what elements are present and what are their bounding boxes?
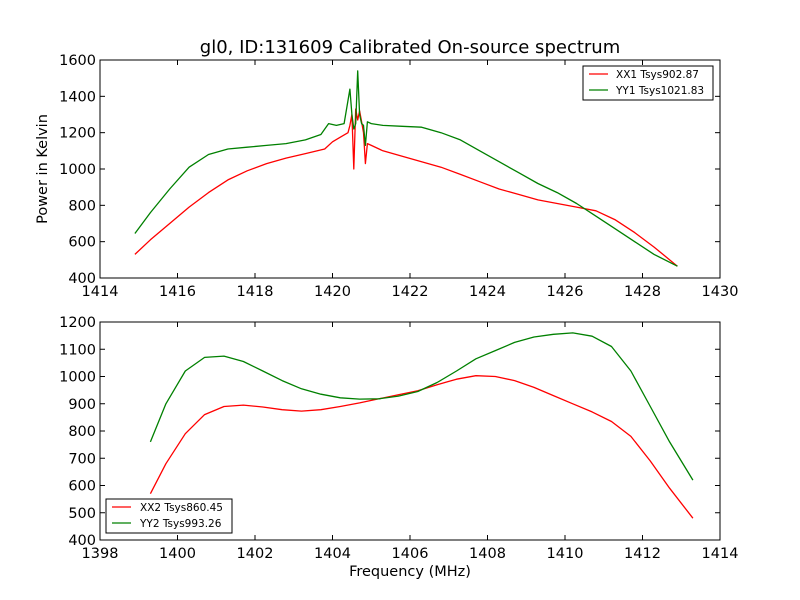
x-tick-label: 1428	[624, 284, 661, 300]
bottom-chart: 1398 1400 1402 1404 1406 1408 1410 1412 1414 400 5…	[59, 315, 738, 580]
y-tick-label: 1000	[59, 370, 96, 386]
y-tick-label: 1400	[59, 89, 96, 105]
series-line-1-1	[149, 332, 694, 481]
y-tick-label: 800	[68, 198, 96, 214]
series-line-1-0	[149, 375, 694, 519]
x-tick-label: 1418	[237, 284, 274, 300]
y-tick-label: 600	[68, 235, 96, 251]
bottom-chart-xlabel: Frequency (MHz)	[349, 564, 471, 580]
x-tick-label: 1422	[392, 284, 429, 300]
y-tick-label: 1600	[59, 53, 96, 69]
x-tick-label: 1430	[702, 284, 739, 300]
x-tick-label: 1424	[469, 284, 506, 300]
x-tick-label: 1414	[82, 284, 119, 300]
bottom-chart-ticks: 1398 1400 1402 1404 1406 1408 1410 1412 1414 400 5…	[59, 315, 738, 562]
x-tick-label: 1408	[469, 546, 506, 562]
legend-label-yy2: YY2 Tsys993.26	[139, 518, 222, 530]
y-tick-label: 1000	[59, 162, 96, 178]
top-chart-legend: XX1 Tsys902.87 YY1 Tsys1021.83	[582, 65, 714, 101]
x-tick-label: 1412	[624, 546, 661, 562]
top-chart-ticks: 1414 1416 1418 1420 1422 1424 1426 1428 1430 400 6…	[59, 53, 738, 300]
y-tick-label: 400	[68, 533, 96, 549]
y-tick-label: 1100	[59, 342, 96, 358]
x-tick-label: 1398	[82, 546, 119, 562]
legend-label-yy1: YY1 Tsys1021.83	[615, 85, 704, 97]
y-tick-label: 900	[68, 397, 96, 413]
top-chart: 1414 1416 1418 1420 1422 1424 1426 1428 1430 400 6…	[35, 53, 738, 300]
chart-title: gl0, ID:131609 Calibrated On-source spec…	[200, 37, 620, 58]
y-tick-label: 700	[68, 451, 96, 467]
legend-label-xx2: XX2 Tsys860.45	[140, 502, 223, 514]
top-chart-lines	[134, 70, 678, 267]
x-tick-label: 1406	[392, 546, 429, 562]
top-chart-ylabel: Power in Kelvin	[35, 114, 51, 224]
x-tick-label: 1420	[314, 284, 351, 300]
x-tick-label: 1426	[547, 284, 584, 300]
bottom-chart-lines	[149, 332, 694, 519]
x-tick-label: 1400	[159, 546, 196, 562]
series-line-0-1	[134, 70, 678, 267]
y-tick-label: 600	[68, 479, 96, 495]
x-tick-label: 1410	[547, 546, 584, 562]
x-tick-label: 1416	[159, 284, 196, 300]
x-tick-label: 1404	[314, 546, 351, 562]
x-tick-label: 1414	[702, 546, 739, 562]
y-tick-label: 800	[68, 424, 96, 440]
legend-label-xx1: XX1 Tsys902.87	[616, 69, 699, 81]
y-tick-label: 1200	[59, 126, 96, 142]
y-tick-label: 1200	[59, 315, 96, 331]
x-tick-label: 1402	[237, 546, 274, 562]
y-tick-label: 400	[68, 271, 96, 287]
bottom-chart-legend: XX2 Tsys860.45 YY2 Tsys993.26	[105, 498, 233, 534]
y-tick-label: 500	[68, 506, 96, 522]
